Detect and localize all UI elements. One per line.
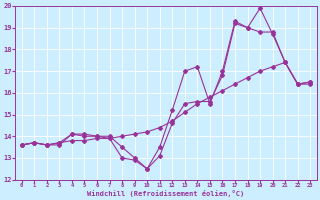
X-axis label: Windchill (Refroidissement éolien,°C): Windchill (Refroidissement éolien,°C) [87,190,244,197]
